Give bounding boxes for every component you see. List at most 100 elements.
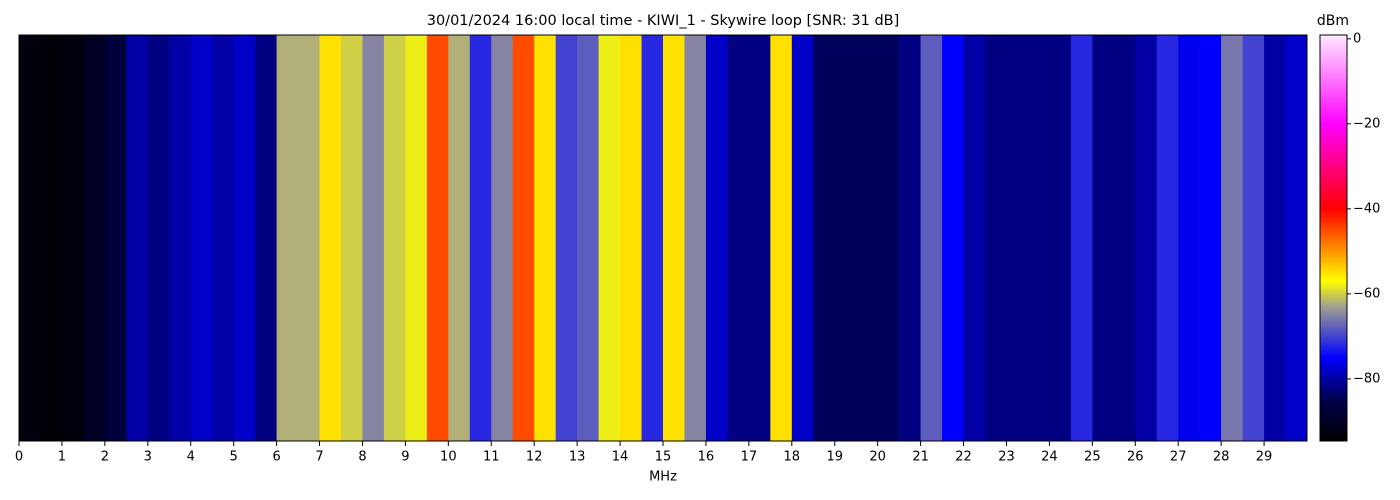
spectrum-column bbox=[383, 35, 406, 441]
x-tick-label: 9 bbox=[401, 450, 409, 465]
x-tick-label: 4 bbox=[187, 450, 195, 465]
spectrum-column bbox=[276, 35, 299, 441]
spectrum-column bbox=[1027, 35, 1050, 441]
spectrum-column bbox=[684, 35, 707, 441]
spectrum-column bbox=[620, 35, 642, 441]
x-tick-label: 29 bbox=[1256, 450, 1273, 465]
chart-title: 30/01/2024 16:00 local time - KIWI_1 - S… bbox=[427, 13, 900, 29]
spectrum-column bbox=[748, 35, 771, 441]
x-tick-label: 6 bbox=[272, 450, 280, 465]
spectrum-column bbox=[255, 35, 277, 441]
spectrum-column bbox=[1199, 35, 1222, 441]
colorbar-tick-label: −40 bbox=[1353, 201, 1380, 216]
spectrum-column bbox=[298, 35, 320, 441]
spectrum-column bbox=[362, 35, 385, 441]
x-tick-label: 8 bbox=[358, 450, 366, 465]
spectrum-column bbox=[319, 35, 342, 441]
spectrum-column bbox=[1092, 35, 1115, 441]
spectrum-column bbox=[963, 35, 986, 441]
spectrum-column bbox=[1156, 35, 1179, 441]
spectrum-column bbox=[212, 35, 234, 441]
spectrum-column bbox=[1006, 35, 1029, 441]
x-axis-label: MHz bbox=[649, 470, 677, 485]
spectrum-column bbox=[19, 35, 41, 441]
spectrum-column bbox=[534, 35, 556, 441]
spectrum-column bbox=[705, 35, 728, 441]
colorbar-tick-label: −80 bbox=[1353, 371, 1380, 386]
spectrum-column bbox=[405, 35, 428, 441]
spectrum-column bbox=[770, 35, 793, 441]
x-tick-label: 20 bbox=[869, 450, 886, 465]
spectrum-column bbox=[577, 35, 599, 441]
spectrum-column bbox=[147, 35, 170, 441]
x-tick-label: 10 bbox=[440, 450, 457, 465]
spectrum-column bbox=[641, 35, 664, 441]
spectrum-column bbox=[598, 35, 621, 441]
spectrum-column bbox=[791, 35, 814, 441]
x-tick-label: 23 bbox=[998, 450, 1015, 465]
spectrum-column bbox=[834, 35, 857, 441]
spectrum-column bbox=[985, 35, 1007, 441]
x-tick-label: 5 bbox=[230, 450, 238, 465]
spectrum-column bbox=[1242, 35, 1265, 441]
x-tick-label: 18 bbox=[784, 450, 801, 465]
spectrum-column bbox=[190, 35, 213, 441]
spectrum-column bbox=[61, 35, 84, 441]
x-tick-label: 28 bbox=[1213, 450, 1230, 465]
spectrum-column bbox=[104, 35, 127, 441]
colorbar-tick-label: −60 bbox=[1353, 286, 1380, 301]
x-tick-label: 2 bbox=[101, 450, 109, 465]
spectrum-column bbox=[83, 35, 106, 441]
spectrum-column bbox=[920, 35, 943, 441]
x-tick-label: 3 bbox=[144, 450, 152, 465]
spectrum-column bbox=[1264, 35, 1286, 441]
x-tick-label: 11 bbox=[483, 450, 500, 465]
x-tick-label: 21 bbox=[912, 450, 929, 465]
x-tick-label: 22 bbox=[955, 450, 972, 465]
x-tick-label: 14 bbox=[612, 450, 629, 465]
spectrum-column bbox=[942, 35, 964, 441]
spectrum-column bbox=[40, 35, 63, 441]
x-tick-label: 1 bbox=[58, 450, 66, 465]
spectrum-column bbox=[126, 35, 149, 441]
spectrum-column bbox=[491, 35, 514, 441]
x-tick-label: 27 bbox=[1170, 450, 1187, 465]
spectrum-column bbox=[1070, 35, 1093, 441]
x-tick-label: 16 bbox=[698, 450, 715, 465]
spectrum-column bbox=[1049, 35, 1072, 441]
x-tick-label: 24 bbox=[1041, 450, 1058, 465]
x-tick-label: 0 bbox=[15, 450, 23, 465]
colorbar-tick-label: −20 bbox=[1353, 116, 1380, 131]
x-tick-label: 25 bbox=[1084, 450, 1101, 465]
spectrum-column bbox=[469, 35, 492, 441]
spectrum-column bbox=[426, 35, 449, 441]
spectrum-column bbox=[877, 35, 900, 441]
x-tick-label: 12 bbox=[526, 450, 543, 465]
x-tick-label: 17 bbox=[741, 450, 758, 465]
spectrum-column bbox=[1178, 35, 1200, 441]
x-tick-label: 19 bbox=[826, 450, 843, 465]
spectrum-column bbox=[1285, 35, 1308, 441]
spectrum-column bbox=[663, 35, 685, 441]
spectrum-column bbox=[512, 35, 535, 441]
spectrum-column bbox=[341, 35, 363, 441]
x-tick-label: 15 bbox=[655, 450, 672, 465]
spectrum-column bbox=[233, 35, 256, 441]
spectrum-column bbox=[899, 35, 921, 441]
spectrum-column bbox=[1135, 35, 1158, 441]
spectrum-column bbox=[555, 35, 578, 441]
colorbar-label: dBm bbox=[1317, 13, 1349, 29]
spectrum-column bbox=[448, 35, 471, 441]
x-tick-label: 7 bbox=[315, 450, 323, 465]
x-tick-label: 13 bbox=[569, 450, 586, 465]
colorbar bbox=[1319, 34, 1348, 442]
spectrum-column bbox=[813, 35, 836, 441]
spectrum-column bbox=[169, 35, 192, 441]
spectrum-column bbox=[727, 35, 750, 441]
spectrum-column bbox=[1221, 35, 1243, 441]
colorbar-tick-label: 0 bbox=[1353, 31, 1361, 46]
spectrum-column bbox=[1113, 35, 1136, 441]
spectrum-column bbox=[856, 35, 878, 441]
x-tick-label: 26 bbox=[1127, 450, 1144, 465]
